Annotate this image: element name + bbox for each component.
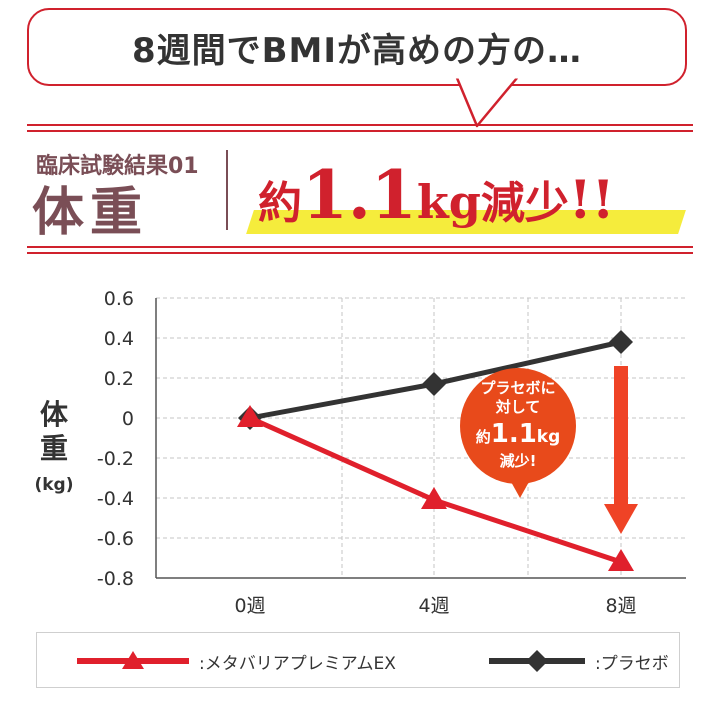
callout-line3-unit: kg bbox=[537, 427, 560, 447]
legend-label-placebo: :プラセボ bbox=[595, 653, 669, 674]
data-point-triangle bbox=[237, 405, 263, 427]
callout-line2: 対して bbox=[495, 398, 541, 416]
x-tick-label: 0週 bbox=[234, 595, 265, 617]
decrease-arrow-shaft bbox=[614, 366, 628, 504]
y-tick-label: 0.2 bbox=[104, 368, 134, 390]
headline: 約1.1kg減少!! bbox=[258, 156, 615, 234]
speech-bubble-tail bbox=[455, 75, 521, 128]
y-tick-label: 0.6 bbox=[104, 288, 134, 310]
callout-circle bbox=[460, 368, 576, 484]
result-label: 臨床試験結果01 bbox=[36, 154, 199, 179]
callout-line3-value: 1.1 bbox=[491, 419, 537, 449]
speech-bubble: 8週間でBMIが高めの方の… bbox=[27, 8, 687, 86]
headline-unit: kg bbox=[416, 175, 481, 229]
chart-legend: :メタバリアプレミアムEX :プラセボ bbox=[36, 632, 680, 688]
callout-pointer bbox=[510, 480, 530, 498]
y-axis-label-line: 体 bbox=[40, 398, 69, 431]
headline-suffix: 減少 bbox=[480, 178, 569, 229]
y-tick-label: -0.4 bbox=[97, 488, 134, 510]
axis-layer: 0.6 0.4 0.2 0 -0.2 -0.4 -0.6 -0.8 0週 4週 8週 bbox=[97, 288, 686, 617]
legend-item-placebo: :プラセボ bbox=[487, 633, 669, 689]
callout-line3: 約1.1kg bbox=[476, 419, 561, 449]
data-point-triangle bbox=[421, 487, 447, 509]
y-tick-label: 0.4 bbox=[104, 328, 134, 350]
legend-marker-diamond-icon bbox=[489, 650, 585, 672]
legend-label-metabarrier: :メタバリアプレミアムEX bbox=[199, 653, 396, 674]
data-point-diamond bbox=[609, 330, 633, 354]
callout-line1: プラセボに bbox=[480, 379, 555, 397]
series-layer bbox=[237, 330, 634, 571]
legend-item-metabarrier: :メタバリアプレミアムEX bbox=[75, 633, 396, 689]
y-axis-label-line: (kg) bbox=[34, 475, 73, 495]
callout-layer: プラセボに 対して 約1.1kg 減少! bbox=[460, 368, 576, 498]
header-top-lines bbox=[27, 124, 693, 134]
headline-prefix: 約 bbox=[258, 178, 302, 229]
callout-line3-prefix: 約 bbox=[476, 428, 491, 446]
weight-change-chart: 0.60.40.20-0.2-0.4-0.6-0.80週 4週 8週 体重(kg) … bbox=[34, 288, 686, 617]
headline-exclaim: !! bbox=[568, 170, 615, 231]
x-tick-label: 4週 bbox=[418, 595, 449, 617]
decrease-arrow-head bbox=[604, 504, 638, 534]
legend-marker-triangle-icon bbox=[77, 651, 189, 669]
data-point-triangle bbox=[608, 549, 634, 571]
y-axis-label: 体重 (kg) bbox=[34, 398, 73, 495]
y-tick-label: 0 bbox=[122, 408, 134, 430]
header-bottom-lines bbox=[27, 246, 693, 256]
headline-value: 1.1 bbox=[302, 156, 417, 234]
y-tick-label: -0.8 bbox=[97, 568, 134, 590]
decrease-arrow bbox=[604, 366, 638, 534]
y-tick-label: -0.6 bbox=[97, 528, 134, 550]
x-tick-label: 8週 bbox=[605, 595, 636, 617]
grid-layer bbox=[156, 297, 686, 578]
y-axis-label-line: 重 bbox=[40, 432, 68, 465]
callout-line4: 減少! bbox=[500, 452, 537, 470]
data-point-diamond bbox=[422, 372, 446, 396]
bubble-text: 8週間でBMIが高めの方の… bbox=[131, 30, 583, 71]
header-divider bbox=[226, 150, 228, 230]
result-metric: 体重 bbox=[32, 183, 149, 243]
y-tick-label: -0.2 bbox=[97, 448, 134, 470]
